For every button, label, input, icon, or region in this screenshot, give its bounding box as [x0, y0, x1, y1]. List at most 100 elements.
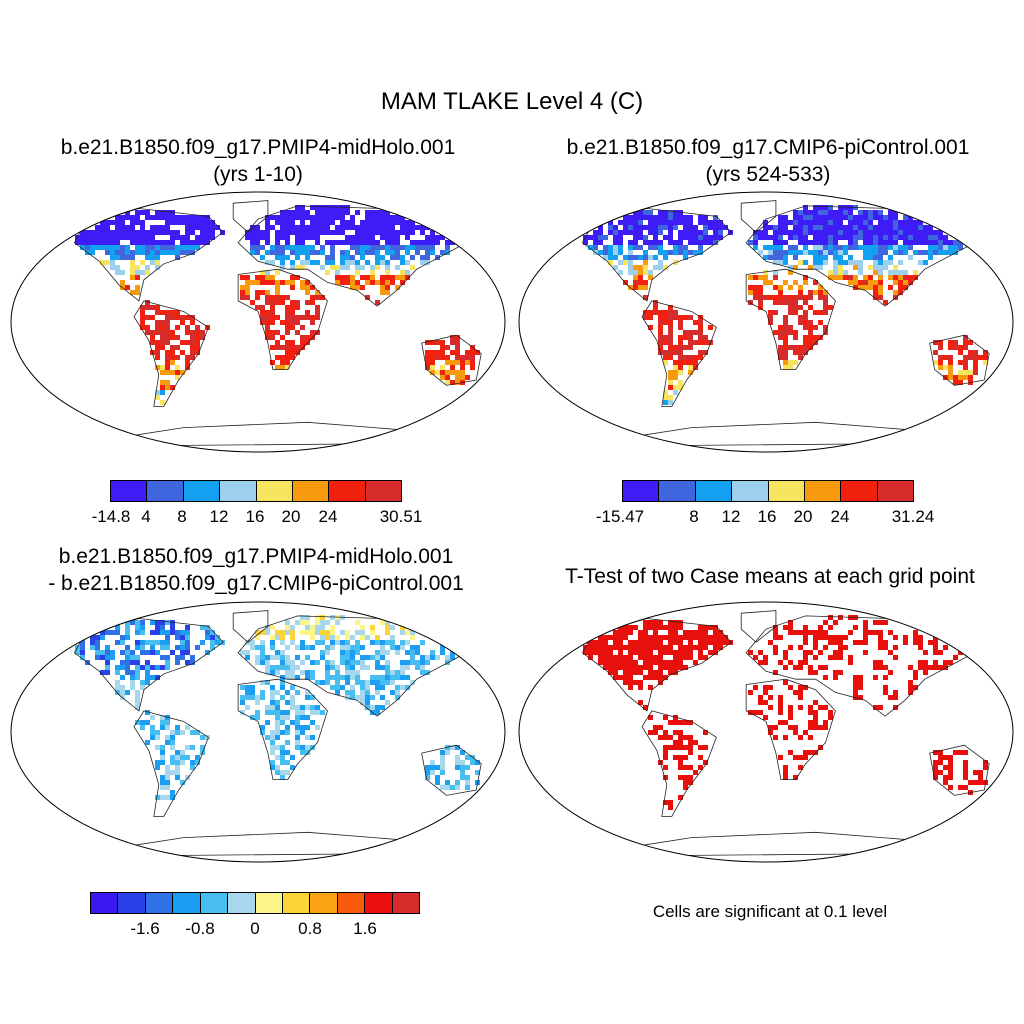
- grid-cell: [260, 230, 265, 235]
- grid-cell: [195, 645, 200, 650]
- grid-cell: [618, 660, 623, 665]
- colorbar-swatch: [804, 481, 842, 501]
- grid-cell: [265, 315, 270, 320]
- grid-cell: [898, 285, 903, 290]
- grid-cell: [943, 250, 948, 255]
- grid-cell: [305, 750, 310, 755]
- grid-cell: [420, 230, 425, 235]
- grid-cell: [305, 210, 310, 215]
- grid-cell: [803, 235, 808, 240]
- grid-cell: [285, 215, 290, 220]
- grid-cell: [863, 630, 868, 635]
- grid-cell: [668, 240, 673, 245]
- grid-cell: [375, 640, 380, 645]
- grid-cell: [673, 650, 678, 655]
- grid-cell: [698, 765, 703, 770]
- grid-cell: [140, 270, 145, 275]
- grid-cell: [888, 270, 893, 275]
- grid-cell: [943, 775, 948, 780]
- grid-cell: [280, 215, 285, 220]
- grid-cell: [923, 665, 928, 670]
- grid-cell: [838, 265, 843, 270]
- grid-cell: [883, 230, 888, 235]
- grid-cell: [405, 275, 410, 280]
- grid-cell: [668, 805, 673, 810]
- grid-cell: [280, 365, 285, 370]
- grid-cell: [678, 315, 683, 320]
- grid-cell: [285, 660, 290, 665]
- colorbar-tick-label: 8: [177, 507, 187, 526]
- grid-cell: [803, 685, 808, 690]
- grid-cell: [250, 690, 255, 695]
- grid-cell: [818, 290, 823, 295]
- grid-cell: [673, 345, 678, 350]
- grid-cell: [360, 220, 365, 225]
- grid-cell: [758, 650, 763, 655]
- grid-cell: [265, 230, 270, 235]
- grid-cell: [390, 255, 395, 260]
- grid-cell: [120, 665, 125, 670]
- grid-cell: [300, 280, 305, 285]
- grid-cell: [798, 305, 803, 310]
- grid-cell: [893, 270, 898, 275]
- grid-cell: [813, 280, 818, 285]
- grid-cell: [395, 265, 400, 270]
- grid-cell: [280, 255, 285, 260]
- grid-cell: [788, 715, 793, 720]
- grid-cell: [315, 295, 320, 300]
- grid-cell: [753, 235, 758, 240]
- grid-cell: [405, 630, 410, 635]
- grid-cell: [340, 225, 345, 230]
- grid-cell: [803, 275, 808, 280]
- grid-cell: [355, 225, 360, 230]
- grid-cell: [135, 705, 140, 710]
- grid-cell: [833, 260, 838, 265]
- grid-cell: [783, 650, 788, 655]
- grid-cell: [185, 630, 190, 635]
- grid-cell: [115, 270, 120, 275]
- grid-cell: [783, 770, 788, 775]
- grid-cell: [888, 630, 893, 635]
- grid-cell: [813, 235, 818, 240]
- grid-cell: [375, 230, 380, 235]
- grid-cell: [798, 235, 803, 240]
- grid-cell: [763, 255, 768, 260]
- grid-cell: [450, 350, 455, 355]
- grid-cell: [160, 715, 165, 720]
- grid-cell: [170, 310, 175, 315]
- grid-cell: [828, 230, 833, 235]
- grid-cell: [798, 660, 803, 665]
- grid-cell: [200, 230, 205, 235]
- grid-cell: [613, 235, 618, 240]
- grid-cell: [693, 645, 698, 650]
- grid-cell: [365, 690, 370, 695]
- grid-cell: [125, 225, 130, 230]
- grid-cell: [190, 215, 195, 220]
- grid-cell: [798, 630, 803, 635]
- grid-cell: [873, 250, 878, 255]
- grid-cell: [908, 680, 913, 685]
- grid-cell: [325, 670, 330, 675]
- grid-cell: [658, 640, 663, 645]
- grid-cell: [430, 370, 435, 375]
- grid-cell: [465, 765, 470, 770]
- grid-cell: [753, 290, 758, 295]
- grid-cell: [653, 655, 658, 660]
- grid-cell: [643, 675, 648, 680]
- grid-cell: [893, 245, 898, 250]
- grid-cell: [155, 640, 160, 645]
- grid-cell: [290, 635, 295, 640]
- grid-cell: [913, 235, 918, 240]
- grid-cell: [663, 400, 668, 405]
- grid-cell: [325, 660, 330, 665]
- grid-cell: [355, 640, 360, 645]
- grid-cell: [135, 665, 140, 670]
- grid-cell: [265, 660, 270, 665]
- grid-cell: [668, 345, 673, 350]
- grid-cell: [185, 235, 190, 240]
- grid-cell: [155, 345, 160, 350]
- grid-cell: [145, 640, 150, 645]
- grid-cell: [275, 665, 280, 670]
- grid-cell: [455, 375, 460, 380]
- grid-cell: [465, 360, 470, 365]
